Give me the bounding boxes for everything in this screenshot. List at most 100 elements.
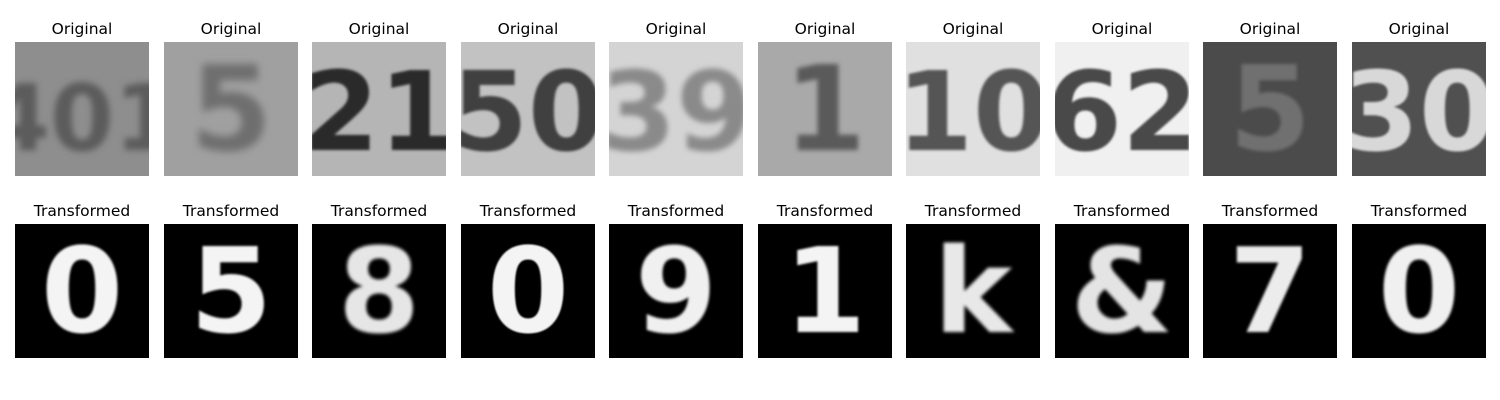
digit-glyph: 5 bbox=[190, 224, 272, 358]
digit-image-svg: 9 bbox=[609, 224, 743, 358]
digit-image-svg: 0 bbox=[461, 224, 595, 358]
image-background bbox=[164, 224, 298, 358]
digit-image-svg: 30 bbox=[1352, 42, 1486, 176]
panel-title: Original bbox=[200, 20, 262, 38]
digit-image-svg: 39 bbox=[609, 42, 743, 176]
digit-image: 62 bbox=[1055, 42, 1189, 176]
digit-image: 1 bbox=[758, 224, 892, 358]
digit-image: 21 bbox=[312, 42, 446, 176]
panel-title: Original bbox=[51, 20, 113, 38]
digit-glyph: 5 bbox=[190, 42, 272, 176]
digit-glyph: 1 bbox=[784, 224, 866, 358]
panel-title: Original bbox=[348, 20, 410, 38]
panel-title: Original bbox=[942, 20, 1004, 38]
digit-glyph: 39 bbox=[609, 48, 743, 176]
image-background bbox=[906, 224, 1040, 358]
digit-image: 50 bbox=[461, 42, 595, 176]
digit-image-svg: 5 bbox=[1203, 42, 1337, 176]
image-background bbox=[609, 42, 743, 176]
digit-glyph: 50 bbox=[461, 48, 595, 176]
panel-title: Transformed bbox=[33, 202, 131, 220]
image-background bbox=[164, 42, 298, 176]
image-background bbox=[609, 224, 743, 358]
digit-image: 39 bbox=[609, 42, 743, 176]
panel-title: Transformed bbox=[1221, 202, 1319, 220]
digit-image-svg: 1 bbox=[758, 224, 892, 358]
image-background bbox=[15, 42, 149, 176]
image-background bbox=[312, 42, 446, 176]
digit-image-svg: 21 bbox=[312, 42, 446, 176]
digit-image: 5 bbox=[1203, 42, 1337, 176]
digit-glyph: 0 bbox=[1378, 224, 1460, 358]
image-background bbox=[906, 42, 1040, 176]
image-background bbox=[1352, 42, 1486, 176]
digit-glyph: 21 bbox=[312, 48, 446, 176]
digit-image-svg: 7 bbox=[1203, 224, 1337, 358]
panel-title: Original bbox=[497, 20, 559, 38]
digit-image-svg: 50 bbox=[461, 42, 595, 176]
panel-title: Transformed bbox=[1370, 202, 1468, 220]
digit-glyph: 0 bbox=[487, 224, 569, 358]
digit-image-svg: 0 bbox=[15, 224, 149, 358]
image-background bbox=[1055, 42, 1189, 176]
digit-image-svg: 62 bbox=[1055, 42, 1189, 176]
digit-image: 5 bbox=[164, 42, 298, 176]
panel-title: Transformed bbox=[479, 202, 577, 220]
digit-image-svg: 5 bbox=[164, 224, 298, 358]
image-background bbox=[1055, 224, 1189, 358]
image-background bbox=[1352, 224, 1486, 358]
digit-image: 8 bbox=[312, 224, 446, 358]
digit-glyph: 9 bbox=[635, 224, 717, 358]
digit-image-svg: 1 bbox=[758, 42, 892, 176]
digit-image: 401 bbox=[15, 42, 149, 176]
digit-image-svg: 8 bbox=[312, 224, 446, 358]
digit-image: 5 bbox=[164, 224, 298, 358]
digit-image-svg: 10 bbox=[906, 42, 1040, 176]
digit-glyph: 1 bbox=[784, 42, 866, 176]
image-background bbox=[15, 224, 149, 358]
digit-image-svg: 5 bbox=[164, 42, 298, 176]
image-background bbox=[758, 42, 892, 176]
panel-title: Original bbox=[1091, 20, 1153, 38]
panel-title: Transformed bbox=[182, 202, 280, 220]
digit-image: 0 bbox=[1352, 224, 1486, 358]
image-background bbox=[758, 224, 892, 358]
digit-glyph: 10 bbox=[906, 48, 1040, 176]
image-background bbox=[461, 224, 595, 358]
panel-title: Original bbox=[645, 20, 707, 38]
panel-title: Original bbox=[1239, 20, 1301, 38]
panel-title: Transformed bbox=[776, 202, 874, 220]
digit-image: 30 bbox=[1352, 42, 1486, 176]
digit-glyph: 30 bbox=[1352, 48, 1486, 176]
panel-title: Transformed bbox=[1073, 202, 1171, 220]
digit-image: 10 bbox=[906, 42, 1040, 176]
digit-glyph: k bbox=[934, 224, 1015, 358]
panel-title: Transformed bbox=[924, 202, 1022, 220]
digit-glyph: & bbox=[1071, 224, 1174, 358]
image-background bbox=[312, 224, 446, 358]
digit-image-svg: k bbox=[906, 224, 1040, 358]
digit-image-svg: 0 bbox=[1352, 224, 1486, 358]
digit-image-svg: & bbox=[1055, 224, 1189, 358]
digit-glyph: 401 bbox=[15, 65, 149, 172]
digit-image: 1 bbox=[758, 42, 892, 176]
digit-image: 0 bbox=[15, 224, 149, 358]
digit-glyph: 5 bbox=[1229, 42, 1311, 176]
panel-title: Original bbox=[794, 20, 856, 38]
panel-title: Transformed bbox=[627, 202, 725, 220]
digit-glyph: 8 bbox=[338, 224, 420, 358]
image-background bbox=[461, 42, 595, 176]
digit-image: 7 bbox=[1203, 224, 1337, 358]
digit-image: 9 bbox=[609, 224, 743, 358]
digit-image: k bbox=[906, 224, 1040, 358]
digit-image: 0 bbox=[461, 224, 595, 358]
digit-glyph: 62 bbox=[1055, 48, 1189, 176]
digit-image-svg: 401 bbox=[15, 42, 149, 176]
digit-image: & bbox=[1055, 224, 1189, 358]
digit-glyph: 0 bbox=[41, 224, 123, 358]
digit-glyph: 7 bbox=[1229, 224, 1311, 358]
panel-title: Transformed bbox=[330, 202, 428, 220]
panel-title: Original bbox=[1388, 20, 1450, 38]
image-background bbox=[1203, 224, 1337, 358]
image-background bbox=[1203, 42, 1337, 176]
